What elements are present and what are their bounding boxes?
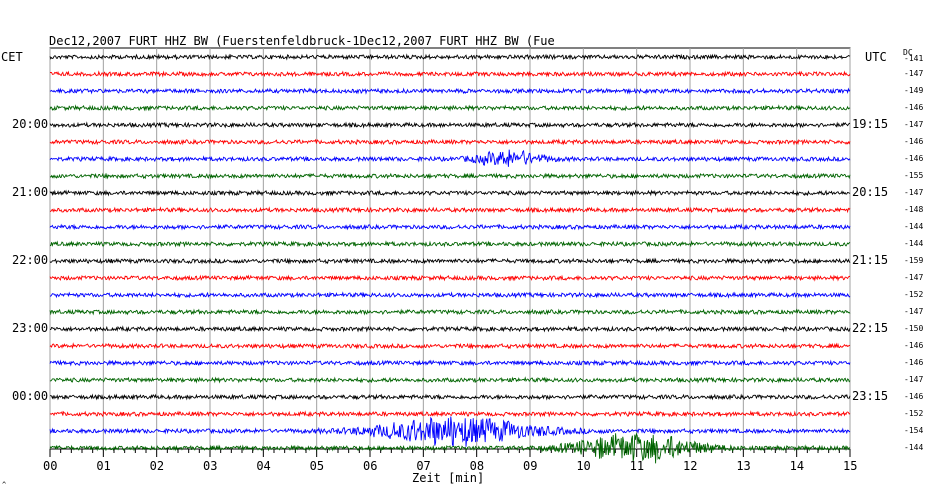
trace-line — [49, 189, 851, 197]
right-time-label: 21:15 — [852, 253, 889, 267]
dc-value-label: -141 — [904, 54, 924, 63]
trace-line — [49, 257, 851, 265]
trace-line — [49, 53, 851, 61]
x-tick-label: 05 — [309, 459, 325, 473]
right-time-label: 19:15 — [852, 117, 889, 131]
x-tick-label: 15 — [843, 459, 858, 473]
trace-line — [49, 416, 851, 447]
x-tick-label: 03 — [203, 459, 218, 473]
dc-value-label: -147 — [904, 188, 924, 197]
x-tick-label: 13 — [736, 459, 751, 473]
left-time-label: 00:00 — [12, 389, 49, 403]
tz-left: CET — [1, 50, 23, 64]
dc-value-label: -148 — [904, 205, 924, 214]
right-time-label: 20:15 — [852, 185, 889, 199]
dc-value-label: -144 — [904, 239, 924, 248]
trace-line — [49, 359, 851, 367]
x-tick-label: 04 — [256, 459, 271, 473]
x-axis-label: Zeit [min] — [412, 471, 485, 485]
dc-value-label: -147 — [904, 375, 924, 384]
trace-line — [49, 87, 851, 95]
dc-value-label: -152 — [904, 409, 924, 418]
left-time-label: 23:00 — [12, 321, 49, 335]
x-tick-label: 06 — [363, 459, 378, 473]
trace-line — [49, 376, 851, 384]
x-tick-label: 01 — [96, 459, 111, 473]
right-time-label: 23:15 — [852, 389, 889, 403]
dc-value-label: -155 — [904, 171, 924, 180]
trace-line — [50, 393, 851, 401]
trace-line — [49, 121, 851, 129]
left-time-label: 22:00 — [12, 253, 49, 267]
left-time-label: 21:00 — [12, 185, 49, 199]
dc-value-label: -149 — [904, 86, 924, 95]
x-tick-label: 00 — [43, 459, 58, 473]
trace-line — [49, 223, 851, 231]
dc-value-label: -144 — [904, 443, 924, 452]
right-time-label: 22:15 — [852, 321, 889, 335]
trace-line — [49, 274, 851, 282]
trace-line — [49, 308, 851, 316]
trace-line — [49, 149, 851, 167]
dc-value-label: -146 — [904, 154, 924, 163]
dc-value-label: -144 — [904, 222, 924, 231]
x-tick-label: 10 — [576, 459, 591, 473]
dc-value-label: -146 — [904, 392, 924, 401]
dc-value-label: -152 — [904, 290, 924, 299]
trace-line — [49, 206, 851, 214]
x-tick-label: 12 — [683, 459, 698, 473]
left-time-label: 20:00 — [12, 117, 49, 131]
x-tick-label: 14 — [789, 459, 805, 473]
trace-line — [49, 104, 851, 112]
trace-line — [50, 325, 851, 333]
trace-line — [49, 240, 851, 248]
dc-value-label: -146 — [904, 358, 924, 367]
x-tick-label: 11 — [629, 459, 645, 473]
dc-value-label: -159 — [904, 256, 924, 265]
tz-right: UTC — [865, 50, 887, 64]
x-tick-label: 09 — [523, 459, 538, 473]
corner-note: ^ — [2, 481, 7, 489]
dc-value-label: -146 — [904, 341, 924, 350]
x-tick-label: 08 — [469, 459, 485, 473]
dc-value-label: -147 — [904, 69, 924, 78]
trace-line — [49, 291, 851, 299]
trace-line — [49, 138, 851, 146]
dc-value-label: -154 — [904, 426, 924, 435]
x-tick-label: 02 — [149, 459, 165, 473]
dc-value-label: -146 — [904, 137, 924, 146]
header-right: Dec12,2007 FURT HHZ BW (Fue — [359, 34, 555, 48]
dc-value-label: -150 — [904, 324, 924, 333]
header-title: Dec12,2007 FURT HHZ BW (Fuerstenfeldbruc… — [49, 34, 555, 48]
dc-value-label: -147 — [904, 273, 924, 282]
dc-value-label: -147 — [904, 307, 924, 316]
trace-line — [49, 432, 851, 464]
dc-header: DC — [903, 48, 913, 57]
trace-line — [49, 172, 851, 180]
header-left: Dec12,2007 FURT HHZ BW (Fuerstenfeldbruc… — [49, 34, 360, 48]
trace-line — [49, 70, 851, 78]
x-tick-label: 07 — [416, 459, 431, 473]
trace-line — [49, 410, 851, 418]
dc-value-label: -146 — [904, 103, 924, 112]
dc-value-label: -147 — [904, 120, 924, 129]
trace-line — [49, 342, 851, 350]
